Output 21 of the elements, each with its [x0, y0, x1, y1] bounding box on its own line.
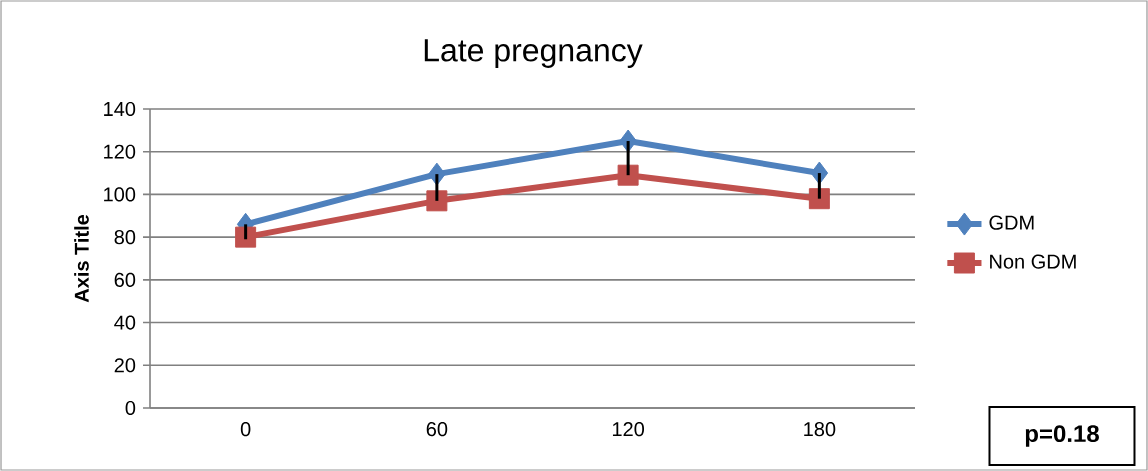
legend-label: GDM — [989, 215, 1034, 230]
y-tick-label: 0 — [125, 400, 136, 416]
y-tick-label: 60 — [114, 272, 136, 287]
x-tick-label: 60 — [426, 422, 448, 437]
point — [617, 164, 639, 186]
y-axis-title: Axis Title — [74, 214, 89, 303]
x-tick-label: 0 — [240, 422, 251, 437]
point — [426, 190, 448, 212]
point — [808, 188, 830, 210]
point — [235, 226, 257, 248]
text: p=0.18 — [1025, 425, 1099, 447]
chart-title: Late pregnancy — [424, 39, 643, 68]
y-tick-label: 40 — [114, 315, 136, 330]
y-tick-label: 80 — [114, 230, 136, 245]
x-tick-label: 180 — [804, 422, 836, 437]
x-tick-label: 120 — [612, 422, 645, 437]
y-tick-label: 100 — [104, 187, 136, 202]
y-tick-label: 120 — [104, 144, 136, 159]
y-tick-label: 20 — [114, 358, 136, 373]
legend-label: Non GDM — [990, 254, 1076, 269]
y-tick-label: 140 — [104, 101, 136, 117]
